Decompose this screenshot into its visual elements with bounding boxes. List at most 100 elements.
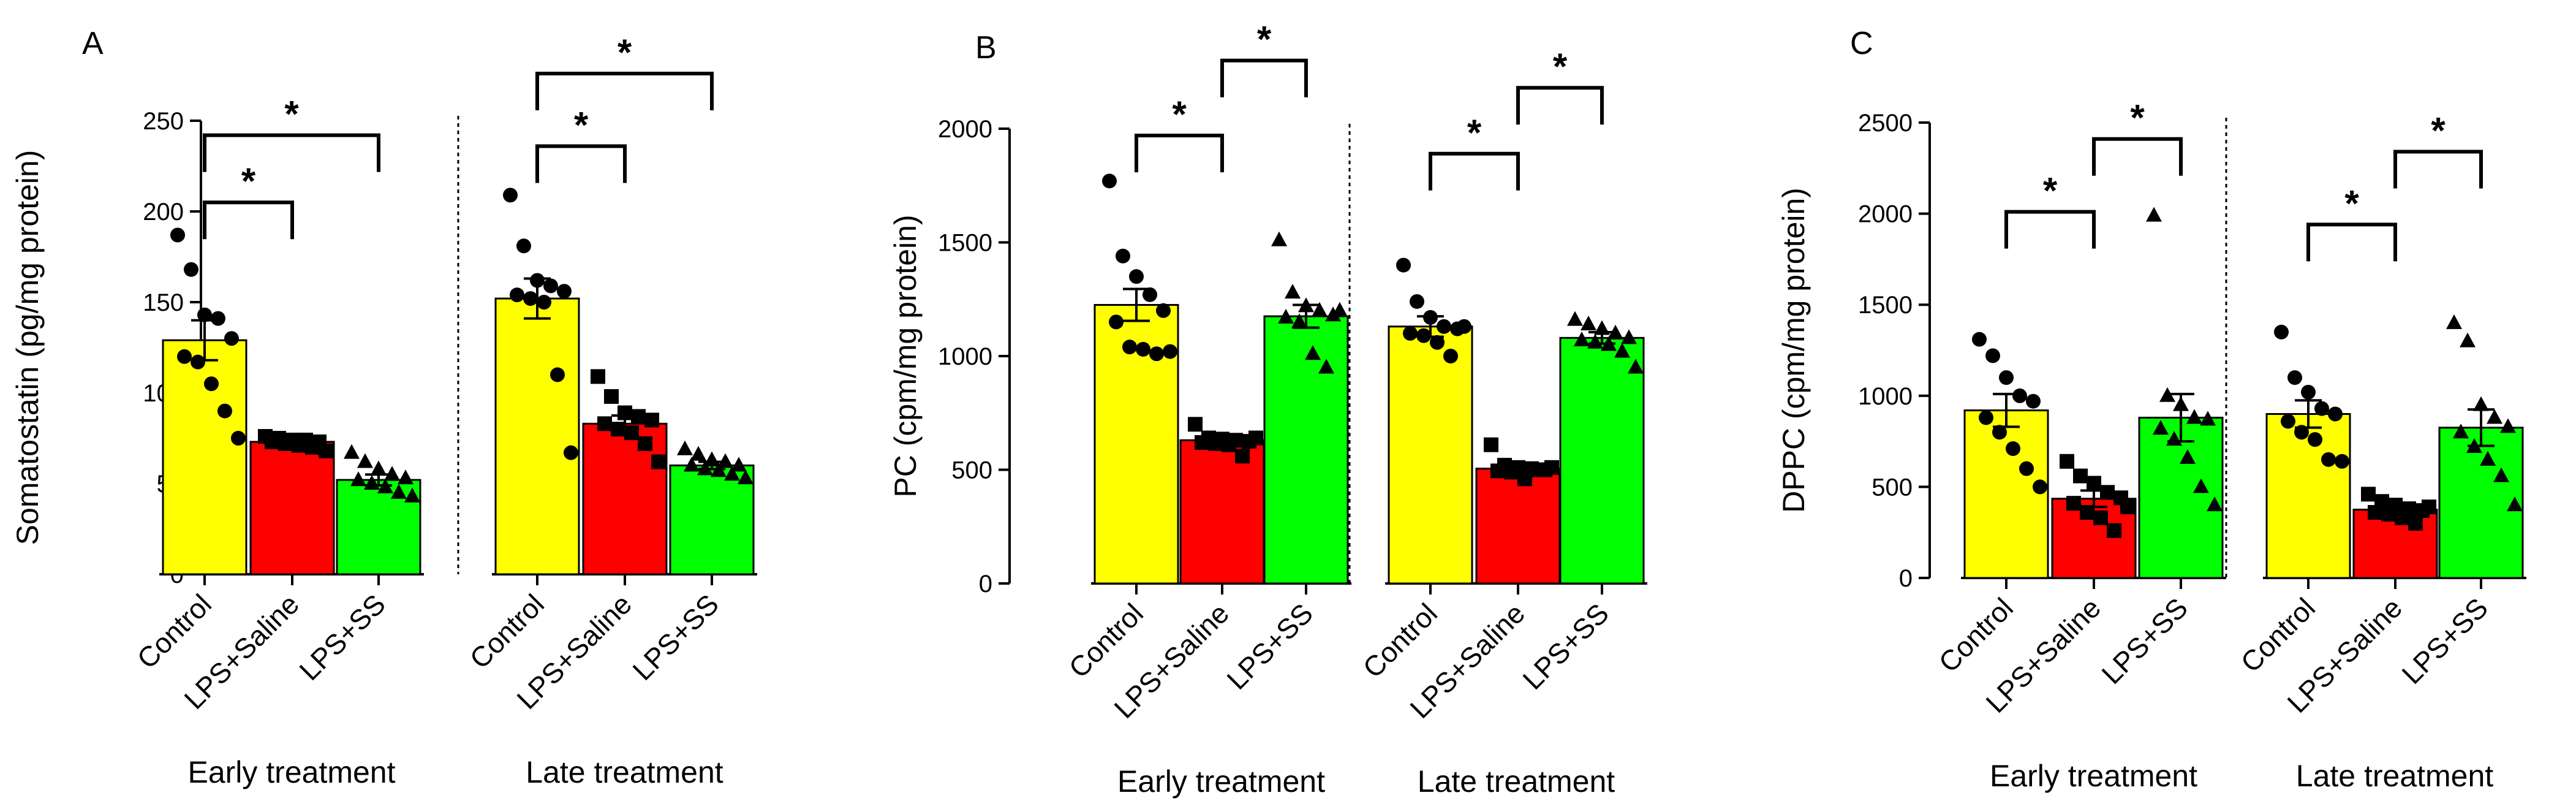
data-point bbox=[2473, 396, 2489, 411]
y-tick-label: 150 bbox=[143, 289, 184, 316]
chart-panel-b: B PC (cpm/mg protein) 0 500 1000 1500 2000 Cont… bbox=[888, 19, 1647, 799]
data-point bbox=[319, 443, 333, 458]
data-point bbox=[2180, 449, 2196, 464]
data-point bbox=[1156, 303, 1171, 318]
data-point bbox=[1410, 294, 1424, 309]
data-point bbox=[2033, 479, 2047, 495]
data-point bbox=[2453, 423, 2469, 439]
data-point bbox=[1136, 341, 1150, 357]
significance-bracket bbox=[2092, 137, 2183, 176]
data-point bbox=[1567, 311, 1583, 326]
data-point bbox=[350, 471, 366, 487]
significance-star: * bbox=[574, 104, 589, 145]
data-point bbox=[344, 444, 360, 459]
y-tick-label: 0 bbox=[979, 571, 992, 598]
data-point bbox=[2328, 406, 2343, 422]
data-point bbox=[1312, 302, 1328, 317]
data-point bbox=[510, 287, 524, 303]
data-point bbox=[2153, 420, 2169, 435]
data-point bbox=[1149, 346, 1164, 362]
chart-panel-c: C DPPC (cpm/mg protein) 0 500 1000 1500 2000 25… bbox=[1777, 26, 2526, 793]
data-point bbox=[2368, 505, 2382, 520]
data-point bbox=[191, 354, 205, 370]
y-tick-label: 0 bbox=[1899, 565, 1913, 592]
data-point bbox=[177, 349, 192, 364]
data-point bbox=[2422, 499, 2436, 515]
y-tick-label: 1500 bbox=[938, 230, 992, 257]
data-point bbox=[1457, 319, 1471, 334]
data-point bbox=[1291, 313, 1307, 329]
group-label: Late treatment bbox=[1418, 764, 1615, 799]
y-tick-label: 200 bbox=[143, 199, 184, 226]
data-point bbox=[2446, 314, 2462, 329]
x-tick-label: LPS+SS bbox=[2395, 591, 2494, 690]
bar-lps-ss bbox=[2438, 427, 2524, 579]
data-point bbox=[357, 453, 373, 468]
data-point bbox=[1116, 248, 1130, 264]
significance-star: * bbox=[1172, 94, 1187, 135]
data-point bbox=[1574, 332, 1590, 347]
data-point bbox=[1992, 425, 2007, 440]
data-point bbox=[404, 487, 420, 503]
group-label: Late treatment bbox=[2296, 759, 2494, 793]
data-point bbox=[550, 367, 565, 382]
data-point bbox=[2287, 370, 2302, 386]
data-point bbox=[398, 469, 414, 485]
data-point bbox=[591, 369, 605, 384]
data-point bbox=[1544, 460, 1559, 475]
data-point bbox=[604, 389, 619, 404]
y-tick-label: 500 bbox=[1872, 474, 1913, 501]
data-point bbox=[1985, 348, 2000, 363]
data-point bbox=[2019, 461, 2034, 476]
data-point bbox=[1614, 343, 1630, 358]
significance-bracket bbox=[2393, 150, 2483, 189]
data-point bbox=[1621, 329, 1637, 344]
data-point bbox=[231, 431, 246, 446]
significance-star: * bbox=[1257, 19, 1272, 60]
data-point bbox=[638, 436, 652, 451]
data-point bbox=[2193, 478, 2209, 493]
data-point bbox=[211, 311, 225, 326]
data-point bbox=[690, 446, 706, 461]
data-point bbox=[2012, 388, 2027, 403]
data-point bbox=[1437, 319, 1451, 334]
x-tick-label: LPS+SS bbox=[1220, 597, 1319, 696]
data-point bbox=[2487, 409, 2502, 424]
data-point bbox=[2093, 510, 2108, 525]
significance-star: * bbox=[2344, 183, 2359, 224]
data-point bbox=[1403, 325, 1418, 341]
bar-lps-saline bbox=[249, 441, 335, 575]
bar-lps-ss bbox=[1559, 336, 1645, 585]
x-tick-label: LPS+SS bbox=[1516, 597, 1615, 696]
data-point bbox=[537, 295, 551, 310]
x-tick-label: Control bbox=[2234, 591, 2321, 678]
data-point bbox=[197, 307, 212, 322]
x-tick-label: Control bbox=[1062, 597, 1149, 684]
data-point bbox=[2073, 468, 2088, 484]
significance-bracket bbox=[1220, 58, 1308, 97]
data-point bbox=[1285, 284, 1301, 299]
data-point bbox=[2314, 401, 2329, 416]
significance-bracket bbox=[1429, 151, 1520, 191]
significance-star: * bbox=[241, 161, 256, 202]
data-point bbox=[2493, 467, 2509, 482]
x-tick-label: Control bbox=[463, 588, 550, 675]
data-point bbox=[2281, 414, 2295, 429]
group-label: Early treatment bbox=[1117, 764, 1325, 799]
data-point bbox=[2146, 207, 2162, 222]
data-point bbox=[651, 454, 666, 469]
significance-star: * bbox=[2130, 97, 2145, 139]
data-point bbox=[543, 278, 558, 294]
data-point bbox=[1484, 437, 1498, 452]
y-axis-title: DPPC (cpm/mg protein) bbox=[1777, 188, 1811, 513]
y-tick-label: 250 bbox=[143, 108, 184, 135]
data-point bbox=[738, 469, 754, 485]
data-point bbox=[557, 284, 572, 299]
significance-star: * bbox=[618, 32, 632, 73]
bar-control bbox=[1388, 325, 1473, 585]
significance-bracket bbox=[535, 144, 627, 183]
significance-bracket bbox=[203, 133, 380, 172]
